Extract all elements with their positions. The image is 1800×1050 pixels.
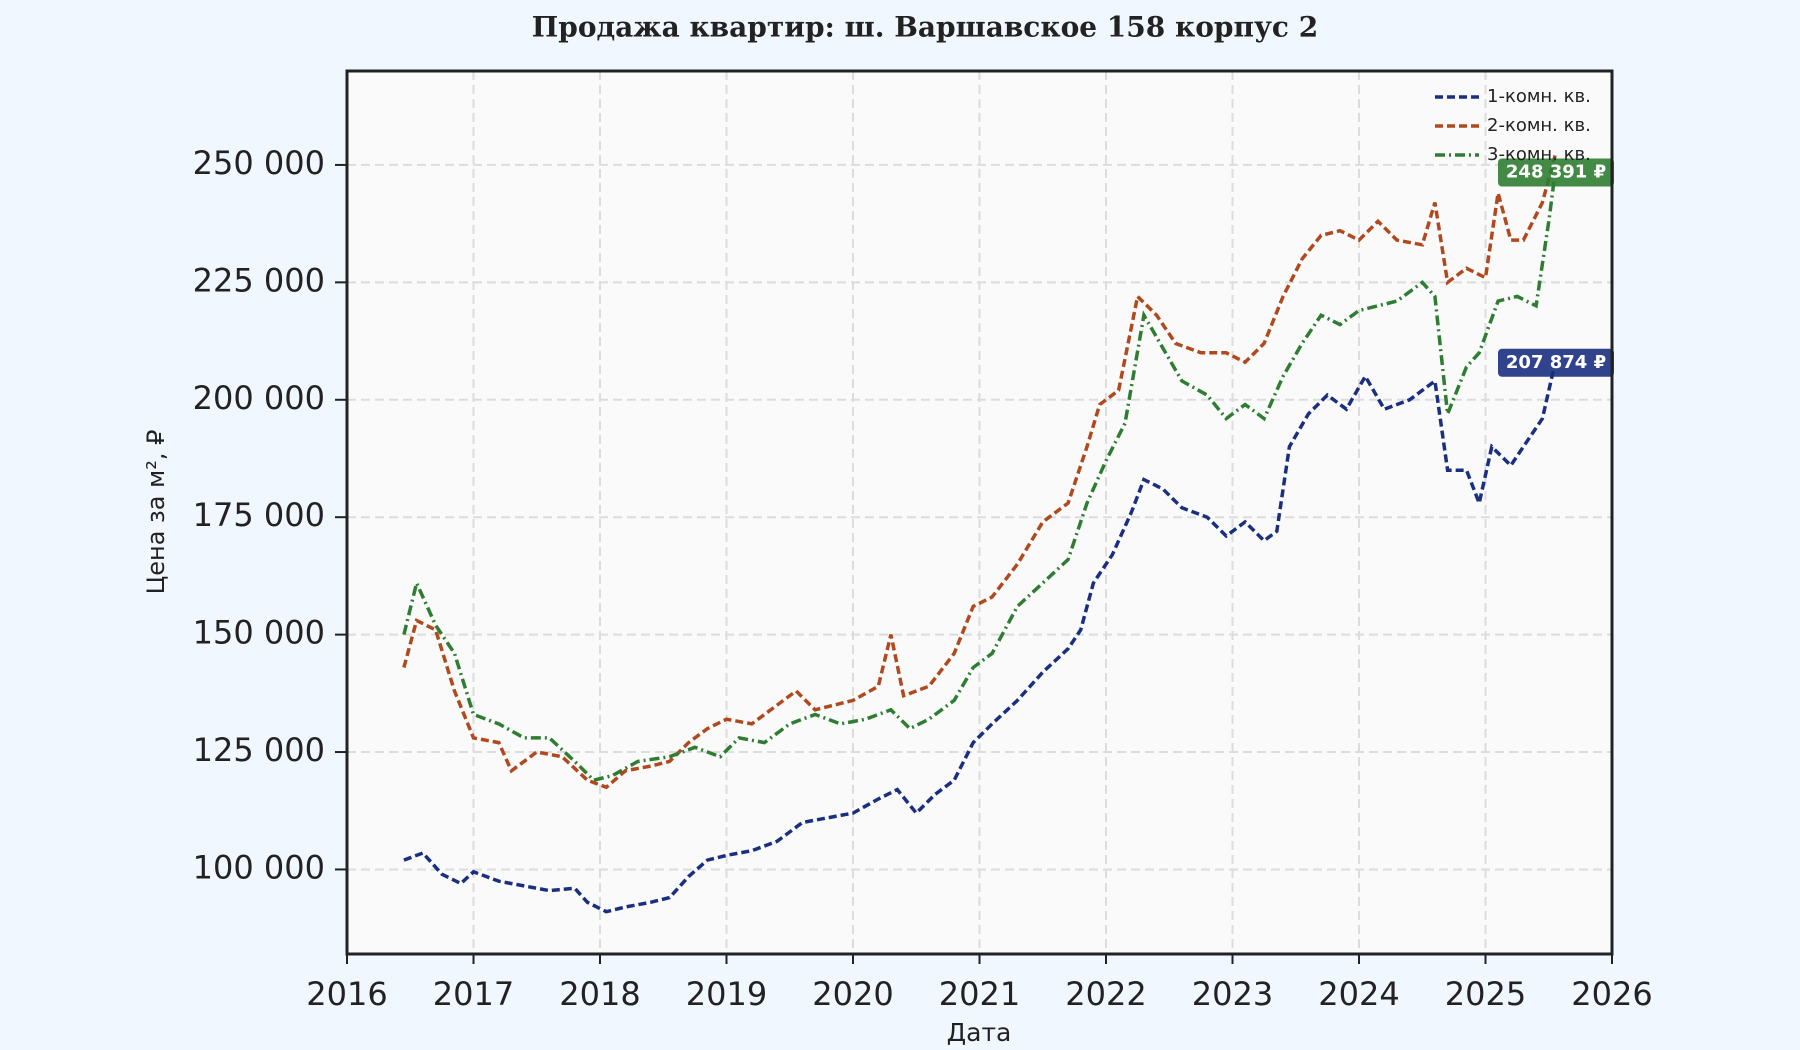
end-label: 207 874 ₽ [1498, 348, 1614, 377]
x-axis-label: Дата [947, 1018, 1012, 1047]
end-label-text: 207 874 ₽ [1506, 352, 1606, 373]
end-label-box [1498, 348, 1614, 377]
x-tick-label: 2022 [1065, 975, 1146, 1013]
end-label-text: 248 391 ₽ [1506, 161, 1606, 182]
x-tick-label: 2024 [1318, 975, 1399, 1013]
plot-frame [345, 69, 1614, 956]
y-tick-label: 200 000 [193, 379, 325, 417]
y-tick-label: 225 000 [193, 261, 325, 299]
y-tick-label: 150 000 [193, 614, 325, 652]
y-tick-label: 175 000 [193, 496, 325, 534]
legend-label: 2-комн. кв. [1487, 115, 1591, 136]
series-line [403, 362, 1557, 914]
series-line [402, 172, 1557, 783]
x-tick-label: 2016 [306, 975, 387, 1013]
x-tick-label: 2019 [686, 975, 767, 1013]
series-line [402, 155, 1557, 790]
end-label-box [1498, 158, 1614, 187]
legend-label: 3-комн. кв. [1487, 144, 1591, 165]
x-tick-label: 2025 [1445, 975, 1526, 1013]
legend-label: 1-комн. кв. [1487, 86, 1591, 107]
x-tick-label: 2018 [559, 975, 640, 1013]
x-tick-label: 2021 [939, 975, 1020, 1013]
chart-title: Продажа квартир: ш. Варшавское 158 корпу… [532, 11, 1318, 44]
x-tick-label: 2017 [433, 975, 514, 1013]
x-tick-label: 2020 [812, 975, 893, 1013]
y-tick-label: 125 000 [193, 731, 325, 769]
y-axis-label: Цена за м², ₽ [142, 430, 170, 595]
x-tick-label: 2026 [1571, 975, 1652, 1013]
x-tick-label: 2023 [1192, 975, 1273, 1013]
y-tick-label: 250 000 [193, 144, 325, 182]
end-label: 248 391 ₽ [1498, 158, 1614, 187]
y-tick-label: 100 000 [193, 848, 325, 886]
